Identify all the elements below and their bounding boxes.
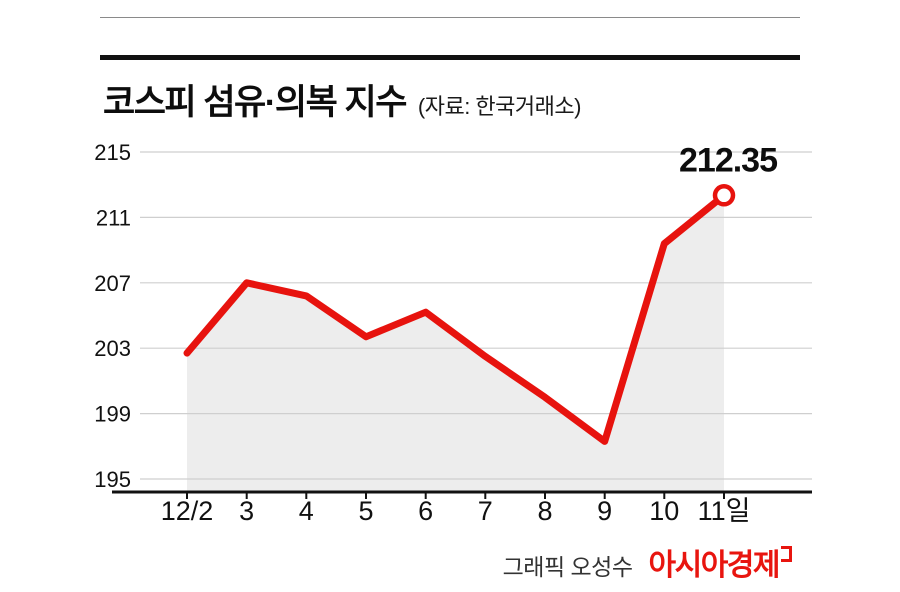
chart-title: 코스피 섬유·의복 지수 [103,83,407,122]
x-axis-label: 5 [358,496,373,526]
area-fill [187,195,724,493]
x-axis-label: 12/2 [161,496,214,526]
footer: 그래픽 오성수 아시아경제 [503,540,792,584]
header: 코스피 섬유·의복 지수 (자료: 한국거래소) [103,74,581,125]
y-axis-label: 207 [94,271,131,296]
chart-source: (자료: 한국거래소) [417,94,582,119]
x-axis-label: 10 [649,496,679,526]
x-axis-label: 9 [597,496,612,526]
x-axis-label: 7 [478,496,493,526]
x-axis-label: 4 [299,496,314,526]
y-axis-label: 211 [96,205,131,230]
top-rule-thick [100,55,800,60]
x-axis-label: 11일 [698,496,751,526]
x-axis-label: 8 [537,496,552,526]
y-axis-label: 195 [94,467,131,492]
last-point-marker [712,184,736,207]
y-axis-label: 215 [94,140,131,165]
x-axis-label: 3 [239,496,254,526]
last-value-label: 212.35 [679,141,777,179]
brand-mark-icon [781,546,792,562]
price-line [183,191,728,445]
y-axis-label: 203 [94,336,131,361]
x-axis-label: 6 [418,496,433,526]
brand-logo: 아시아경제 [648,540,792,584]
y-axis-label: 199 [94,402,131,427]
top-rule-thin [100,17,800,18]
brand-text: 아시아경제 [648,549,781,582]
credit-text: 그래픽 오성수 [502,554,633,580]
